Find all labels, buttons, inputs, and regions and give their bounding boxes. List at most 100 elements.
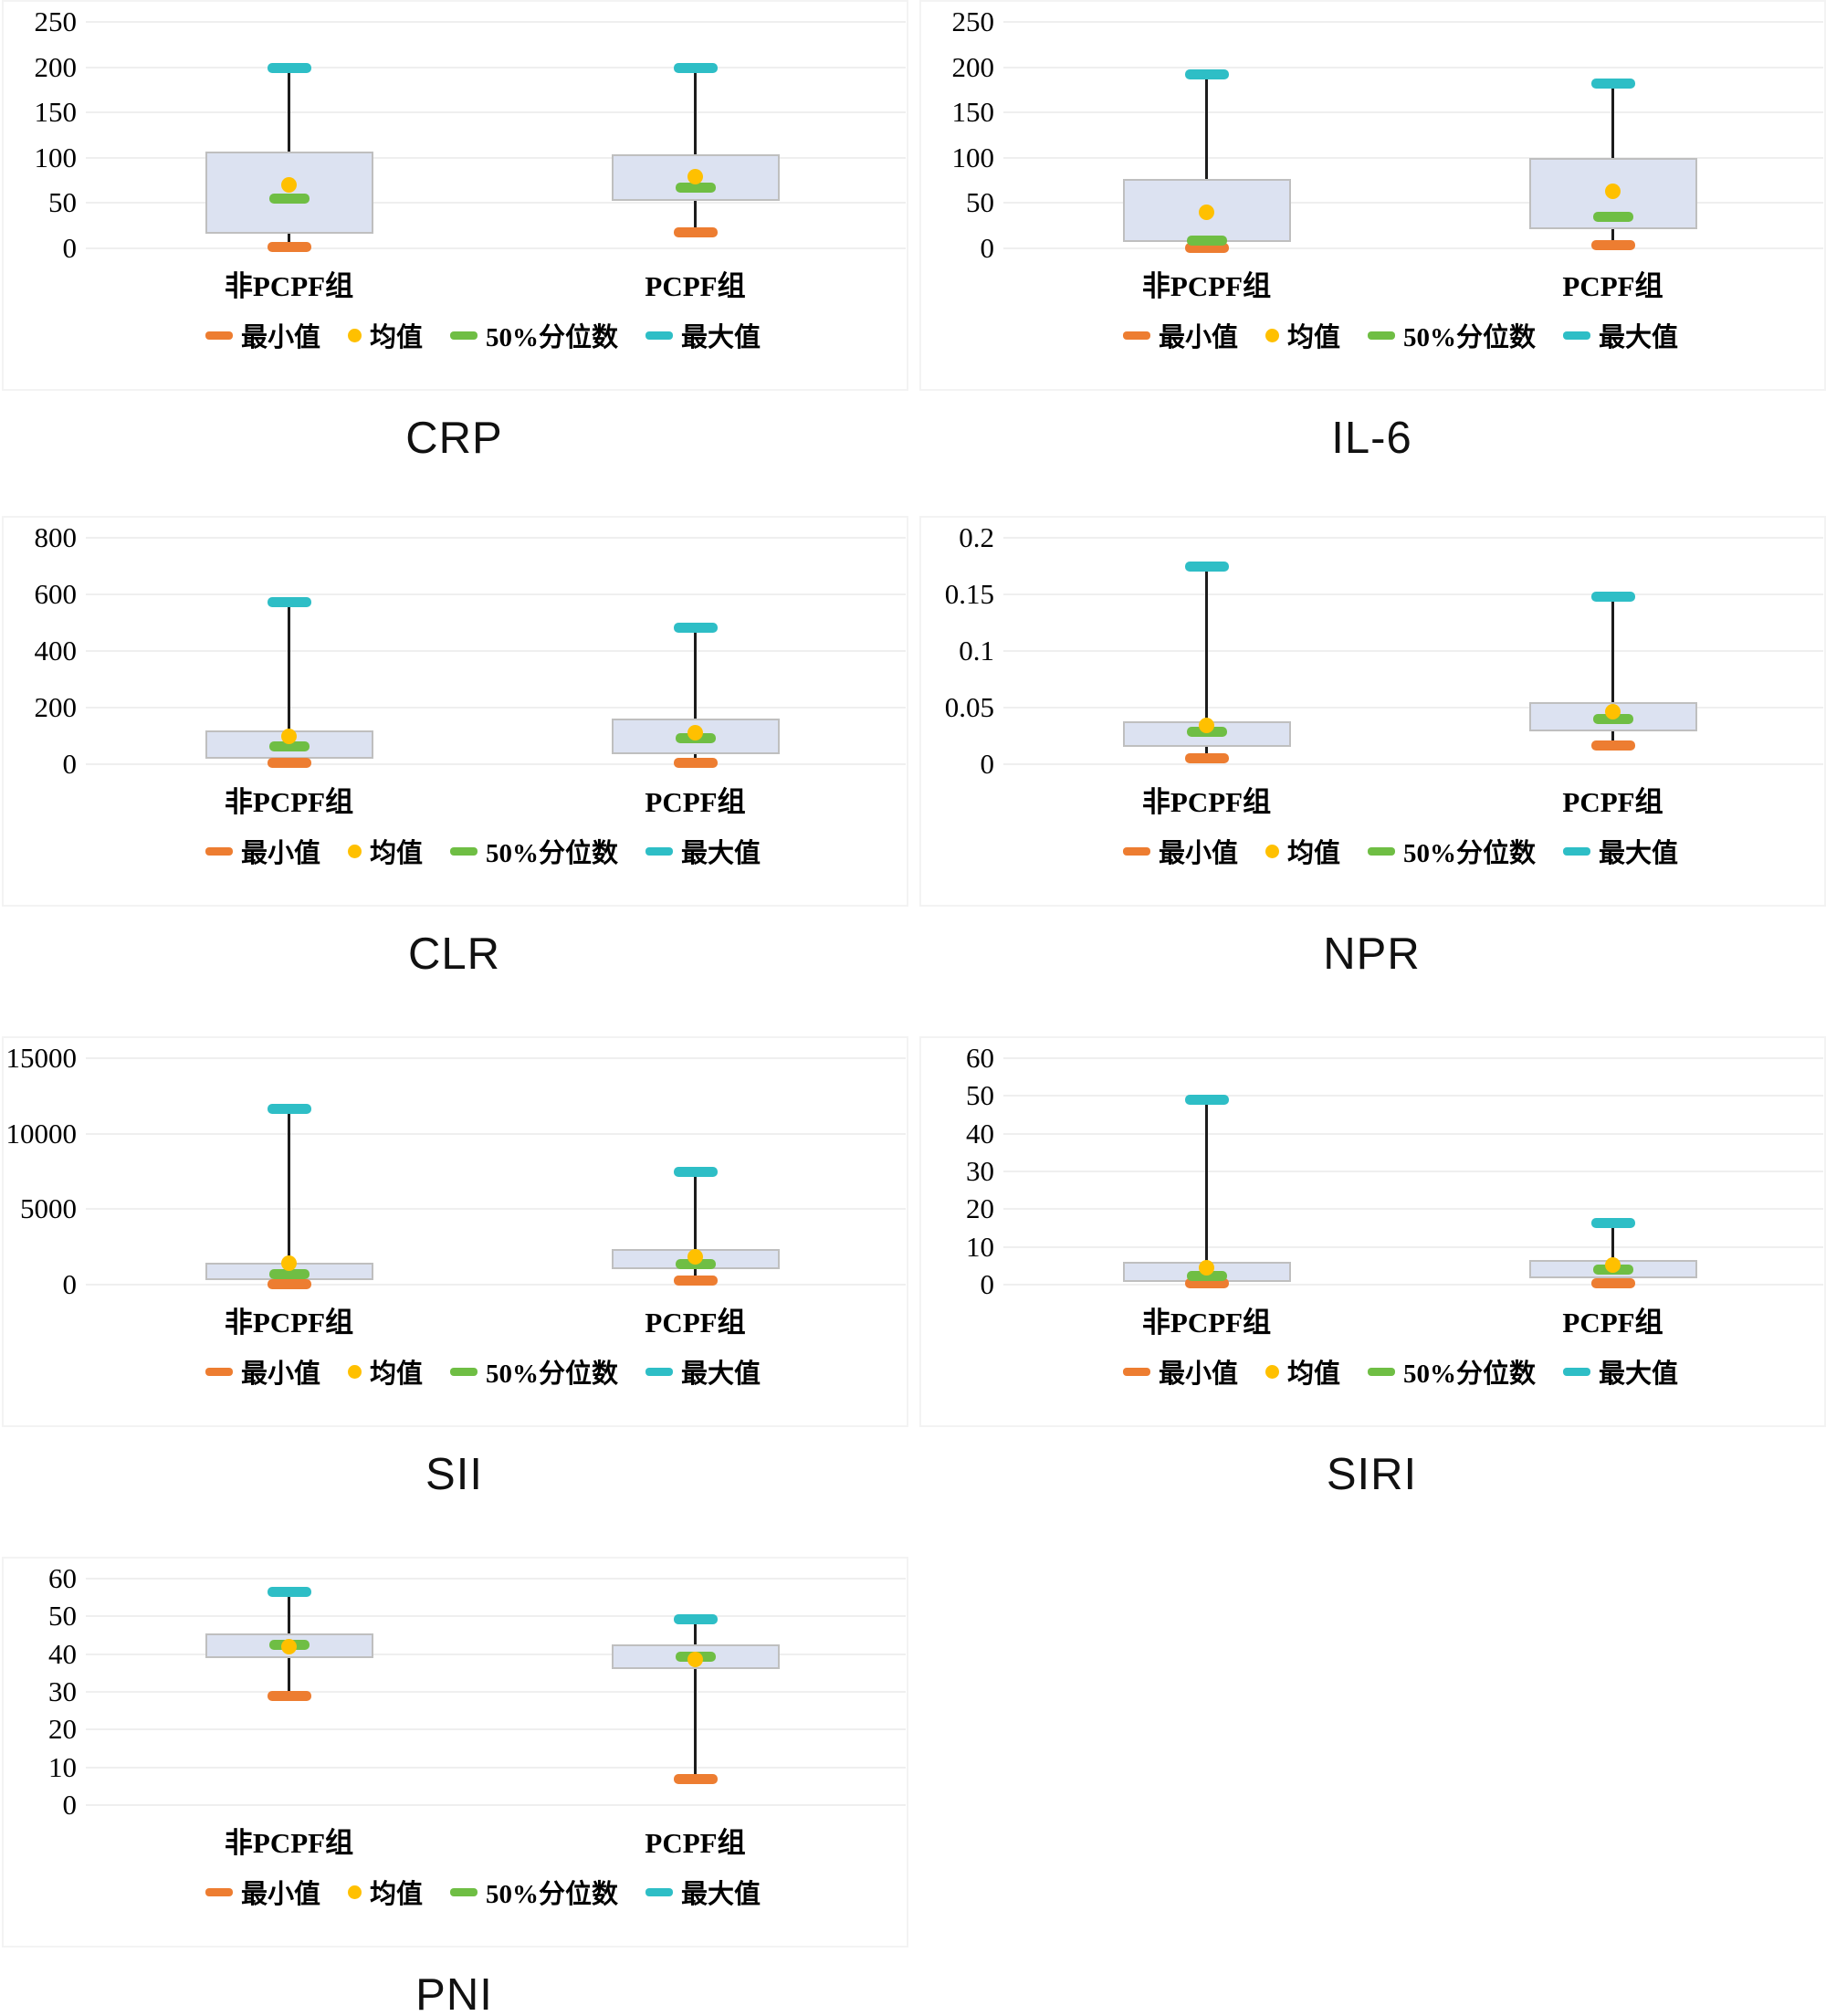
min-legend-icon — [1122, 1367, 1150, 1376]
legend-item: 最大值 — [1563, 832, 1678, 870]
legend-item-label: 50%分位数 — [486, 1360, 619, 1389]
chart-cell-siri: 60 50 40 30 20 10 0 非PCPF组 PCPF组 最小值 均值 50%分位数 最大值 SI… — [918, 1036, 1826, 1548]
category-label: 非PCPF组 — [1141, 1307, 1272, 1339]
gridline — [1003, 707, 1823, 709]
gridline — [86, 1615, 906, 1618]
min-marker — [673, 1276, 718, 1286]
category-label: PCPF组 — [645, 270, 746, 302]
legend-item: 均值 — [1265, 1352, 1340, 1391]
min-legend-icon — [1122, 331, 1150, 340]
gridline — [86, 1691, 906, 1693]
min-marker — [1184, 243, 1229, 253]
gridline — [86, 1284, 906, 1286]
gridline — [1003, 21, 1823, 23]
category-label: PCPF组 — [1562, 270, 1663, 302]
category-label: 非PCPF组 — [224, 270, 354, 302]
gridline — [86, 1728, 906, 1731]
legend-item: 最小值 — [205, 316, 320, 354]
max-marker — [1590, 79, 1635, 89]
gridline — [86, 247, 906, 249]
whisker-line — [1205, 1099, 1208, 1284]
gridline — [86, 156, 906, 159]
y-axis-tick-label: 50 — [966, 1079, 994, 1112]
y-axis-tick-label: 0 — [980, 748, 995, 780]
legend-item-label: 50%分位数 — [486, 1880, 619, 1909]
category-label: 非PCPF组 — [224, 1307, 354, 1339]
y-axis-tick-label: 0 — [62, 1789, 78, 1821]
legend-item-label: 最小值 — [1158, 323, 1238, 352]
gridline — [1003, 593, 1823, 595]
median-marker — [1592, 212, 1633, 223]
chart-cell-crp: 250 200 150 100 50 0 非PCPF组 PCPF组 最小值 均值 50%分位数 最大值… — [0, 0, 908, 511]
mean-marker — [687, 724, 703, 740]
min-legend-icon — [205, 331, 233, 340]
median-marker — [268, 1268, 310, 1279]
median-legend-icon — [1368, 1367, 1395, 1376]
category-label: PCPF组 — [1562, 786, 1663, 818]
legend-item-label: 最大值 — [681, 1880, 761, 1909]
min-marker — [1590, 240, 1635, 251]
category-label: 非PCPF组 — [1141, 270, 1272, 302]
legend-item: 均值 — [347, 1352, 423, 1391]
mean-marker — [1605, 184, 1621, 199]
y-axis-tick-label: 0 — [980, 1268, 995, 1300]
gridline — [1003, 1245, 1823, 1248]
legend-item: 最小值 — [1122, 832, 1238, 870]
chart-cell-npr: 0.2 0.15 0.1 0.05 0 非PCPF组 PCPF组 最小值 均值 50%分位数 最大值… — [918, 516, 1826, 1027]
legend: 最小值 均值 50%分位数 最大值 — [985, 832, 1816, 870]
max-legend-icon — [1563, 331, 1591, 340]
legend-item-label: 均值 — [369, 1360, 423, 1389]
max-marker — [267, 596, 311, 607]
category-label: 非PCPF组 — [224, 1827, 354, 1859]
legend-item: 均值 — [347, 832, 423, 870]
legend-item-label: 最大值 — [681, 839, 761, 868]
median-legend-icon — [450, 331, 477, 340]
legend-item: 均值 — [1265, 832, 1340, 870]
mean-legend-icon — [1265, 1364, 1279, 1379]
mean-marker — [281, 728, 297, 744]
gridline — [86, 537, 906, 539]
y-axis-tick-label: 200 — [951, 50, 995, 83]
mean-legend-icon — [347, 1364, 362, 1379]
mean-marker — [687, 169, 703, 185]
legend: 最小值 均值 50%分位数 最大值 — [985, 1352, 1816, 1391]
mean-marker — [281, 177, 297, 194]
legend-item-label: 均值 — [369, 839, 423, 868]
min-marker — [1590, 1277, 1635, 1288]
gridline — [86, 1132, 906, 1135]
legend-item: 最小值 — [205, 1873, 320, 1911]
legend-item-label: 50%分位数 — [1403, 839, 1537, 868]
whisker-line — [288, 601, 290, 763]
whisker-line — [1205, 73, 1208, 247]
legend-item-label: 50%分位数 — [1403, 1360, 1537, 1389]
y-axis-tick-label: 50 — [48, 186, 77, 219]
max-legend-icon — [645, 1887, 674, 1896]
y-axis-tick-label: 250 — [34, 5, 78, 37]
gridline — [1003, 156, 1823, 159]
legend-item-label: 最小值 — [240, 1880, 320, 1909]
max-marker — [1590, 1217, 1635, 1228]
legend: 最小值 均值 50%分位数 最大值 — [68, 1352, 898, 1391]
chart-title-crp: CRP — [405, 414, 503, 463]
legend-item-label: 最大值 — [1599, 1360, 1679, 1389]
gridline — [1003, 202, 1823, 205]
legend-item: 50%分位数 — [450, 316, 618, 354]
y-axis-tick-label: 20 — [966, 1192, 994, 1225]
legend-item-label: 最小值 — [1158, 1360, 1238, 1389]
chart-panel-il6: 250 200 150 100 50 0 非PCPF组 PCPF组 最小值 均值 50%分位数 最大值 — [919, 0, 1826, 391]
whisker-line — [694, 1171, 697, 1281]
min-marker — [1590, 740, 1635, 751]
legend-item-label: 50%分位数 — [486, 323, 619, 352]
max-marker — [1184, 562, 1229, 572]
y-axis-tick-label: 10 — [966, 1230, 994, 1263]
chart-cell-clr: 800 600 400 200 0 非PCPF组 PCPF组 最小值 均值 50%分位数 最大值 CL… — [0, 516, 908, 1027]
whisker-line — [1611, 1222, 1614, 1283]
legend: 最小值 均值 50%分位数 最大值 — [985, 316, 1816, 354]
gridline — [1003, 1208, 1823, 1211]
legend-item-label: 50%分位数 — [486, 839, 619, 868]
median-marker — [675, 182, 716, 193]
y-axis-tick-label: 60 — [966, 1042, 994, 1074]
gridline — [1003, 1132, 1823, 1135]
whisker-line — [694, 1619, 697, 1780]
chart-title-siri: SIRI — [1326, 1450, 1418, 1499]
